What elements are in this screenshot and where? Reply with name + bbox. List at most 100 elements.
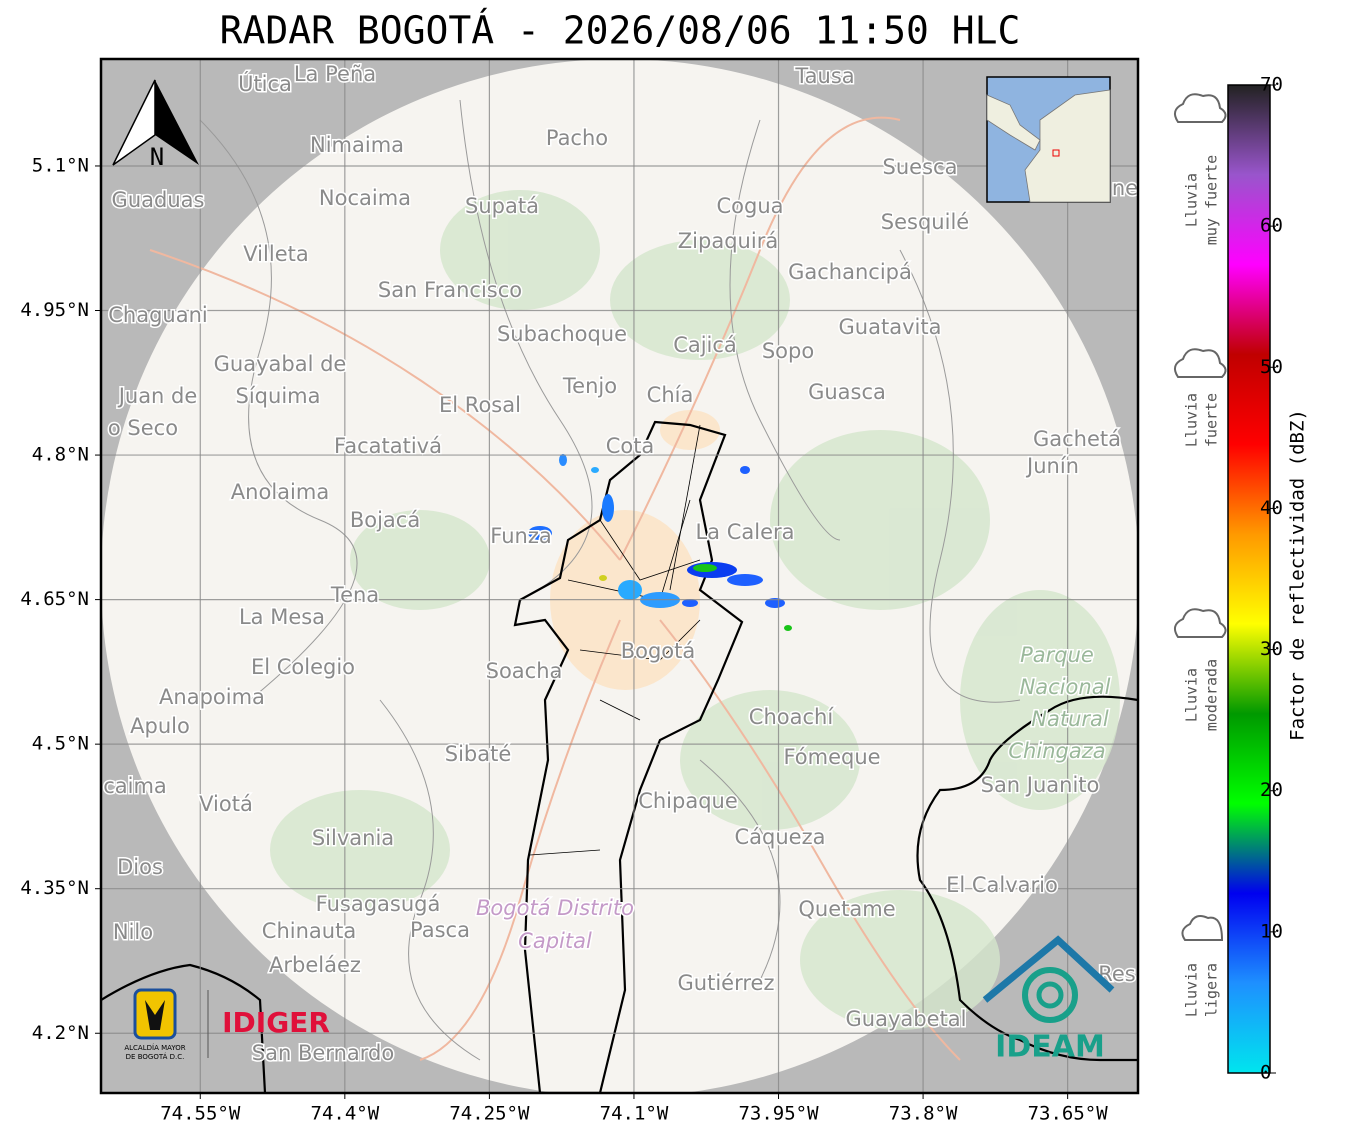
- dept-boundary: [101, 963, 267, 1093]
- place-label: Tenjo: [562, 374, 617, 398]
- logo-ideam: IDEAM: [982, 935, 1115, 1065]
- place-label: La Peña: [294, 62, 376, 86]
- place-label: Guaduas: [112, 188, 205, 212]
- place-label: Gutiérrez: [678, 971, 775, 995]
- colorbar-tick-label: 70: [1260, 74, 1283, 96]
- x-tick-label: 74.1°W: [600, 1103, 669, 1125]
- rain-level-label: Lluvia: [1183, 668, 1201, 722]
- place-label: caima: [103, 774, 167, 798]
- x-tick-label: 74.4°W: [311, 1103, 380, 1125]
- place-label: Tausa: [794, 64, 854, 88]
- colorbar-tick-label: 0: [1260, 1062, 1271, 1084]
- place-label: Choachí: [749, 705, 835, 729]
- place-label: Soacha: [486, 659, 563, 683]
- place-label: Cogua: [716, 194, 783, 218]
- colorbar-tick-label: 60: [1260, 215, 1283, 237]
- map-area: Útica La Peña Tausa Pacho Nimaima Guaduas Noca…: [101, 59, 1138, 1093]
- place-label: Bojacá: [350, 508, 420, 532]
- place-label: Bogotá: [621, 639, 696, 663]
- place-label: Dios: [117, 855, 163, 879]
- place-label: Chaguani: [108, 303, 208, 327]
- x-tick-label: 74.55°W: [160, 1103, 241, 1125]
- place-label: Guasca: [808, 380, 886, 404]
- place-label: Nocaima: [319, 186, 411, 210]
- y-tick-label: 4.65°N: [20, 588, 89, 610]
- roads: [149, 116, 961, 1061]
- rain-level-label: Lluvia: [1183, 173, 1201, 227]
- places: Útica La Peña Tausa Pacho Nimaima Guaduas Noca…: [102, 61, 1138, 1067]
- place-label: ne: [1112, 176, 1138, 200]
- place-label: Chía: [647, 383, 694, 407]
- place-label: San Francisco: [378, 278, 522, 302]
- x-tick-label: 73.95°W: [738, 1103, 819, 1125]
- colorbar-tick-label: 40: [1260, 497, 1283, 519]
- place-label: La Calera: [695, 520, 794, 544]
- place-label: Anapoima: [159, 685, 265, 709]
- place-label: Zipaquirá: [678, 229, 778, 253]
- logo-idiger: IDIGER: [222, 1006, 330, 1039]
- place-label: Tena: [330, 583, 379, 607]
- place-label: Villeta: [243, 242, 308, 266]
- park-boundary: [916, 695, 1138, 1062]
- logo-text: ALCALDÍA MAYOR: [124, 1043, 185, 1052]
- place-label: Gachancipá: [788, 260, 912, 284]
- place-label: Guayabal de: [214, 352, 347, 376]
- y-tick-label: 4.5°N: [32, 733, 89, 755]
- north-arrow: N: [112, 79, 199, 171]
- logo-text: DE BOGOTÁ D.C.: [126, 1052, 185, 1061]
- place-label: Cota: [606, 434, 655, 458]
- colorbar-scale: [1227, 84, 1271, 1074]
- place-label: La Mesa: [239, 605, 325, 629]
- axis-ticks: 74.55°W 74.4°W 74.25°W 74.1°W 73.95°W 73.8°W 7…: [20, 154, 1108, 1124]
- vegetation: [270, 190, 1120, 1030]
- municipal-borders: [199, 99, 1021, 1061]
- y-tick-label: 4.8°N: [32, 444, 89, 466]
- x-tick-label: 73.8°W: [889, 1103, 958, 1125]
- north-label: N: [150, 143, 164, 171]
- place-label: Pacho: [546, 126, 608, 150]
- place-label: Suesca: [883, 155, 958, 179]
- title: RADAR BOGOTÁ - 2026/08/06 11:50 HLC: [220, 9, 1021, 53]
- place-label: Arbeláez: [269, 953, 361, 977]
- place-label: Natural: [1031, 707, 1109, 731]
- place-label: o Seco: [108, 416, 178, 440]
- place-label: Gachetá: [1033, 427, 1121, 451]
- colorbar: 0 10 20 30 40 50 60 70 Factor de reflectividad …: [1227, 74, 1309, 1084]
- place-label: Parque: [1020, 643, 1094, 667]
- place-label: Juan de: [117, 384, 198, 408]
- colorbar-tick-label: 10: [1260, 920, 1283, 942]
- place-label: Capital: [518, 929, 592, 953]
- place-label: Nacional: [1020, 675, 1111, 699]
- place-label: El Rosal: [439, 393, 521, 417]
- colorbar-tick-label: 20: [1260, 779, 1283, 801]
- place-label: Funza: [490, 524, 551, 548]
- place-label: Junín: [1025, 454, 1079, 478]
- place-label: Pasca: [410, 918, 470, 942]
- place-label: Chipaque: [638, 789, 738, 813]
- place-label: Sesquilé: [881, 210, 969, 234]
- place-label: Sibaté: [445, 742, 512, 766]
- rain-level-label: fuerte: [1203, 393, 1221, 447]
- place-label: Nimaima: [310, 133, 404, 157]
- logo-ideam-text: IDEAM: [995, 1030, 1105, 1065]
- place-label: Útica: [238, 71, 292, 96]
- place-label: Síquima: [236, 384, 321, 408]
- rain-level-label: muy fuerte: [1203, 155, 1221, 245]
- colorbar-tick-label: 50: [1260, 356, 1283, 378]
- rain-level-label: Lluvia: [1183, 393, 1201, 447]
- place-label: Subachoque: [497, 322, 627, 346]
- place-label: Guayabetal: [846, 1007, 967, 1031]
- y-tick-label: 4.2°N: [32, 1022, 89, 1044]
- rain-level-label: moderada: [1203, 659, 1221, 731]
- place-label: Anolaima: [231, 480, 329, 504]
- place-label: Bogotá Distrito: [476, 896, 634, 920]
- x-tick-label: 73.65°W: [1028, 1103, 1109, 1125]
- rain-icons: [1173, 93, 1227, 941]
- grid: [101, 59, 1138, 1093]
- place-label: San Bernardo: [252, 1041, 394, 1065]
- place-label: Viotá: [199, 792, 253, 816]
- rain-level-label: Lluvia: [1183, 963, 1201, 1017]
- map-frame: [99, 57, 1140, 1095]
- y-tick-label: 4.35°N: [20, 877, 89, 899]
